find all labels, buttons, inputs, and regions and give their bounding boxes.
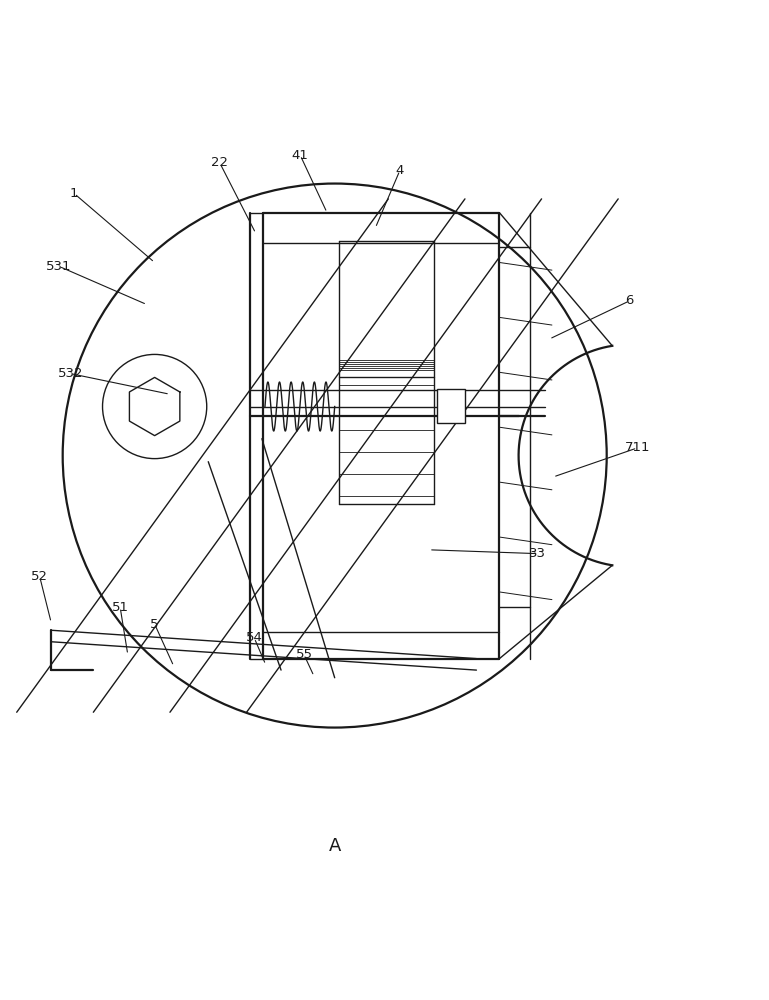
Text: 54: 54 bbox=[246, 631, 263, 644]
Circle shape bbox=[102, 354, 207, 459]
Text: 41: 41 bbox=[291, 149, 308, 162]
Text: 5: 5 bbox=[151, 618, 159, 631]
Text: A: A bbox=[328, 837, 341, 855]
Text: 55: 55 bbox=[295, 648, 312, 661]
Text: 4: 4 bbox=[395, 164, 404, 177]
Text: 531: 531 bbox=[46, 260, 72, 273]
Text: 33: 33 bbox=[529, 547, 546, 560]
Text: 52: 52 bbox=[32, 570, 48, 583]
Text: 1: 1 bbox=[70, 187, 78, 200]
Bar bbox=[437, 389, 465, 423]
Text: 532: 532 bbox=[58, 367, 83, 380]
Text: 6: 6 bbox=[625, 294, 634, 307]
Text: 22: 22 bbox=[211, 156, 228, 169]
Text: 51: 51 bbox=[112, 601, 128, 614]
Text: 711: 711 bbox=[624, 441, 650, 454]
